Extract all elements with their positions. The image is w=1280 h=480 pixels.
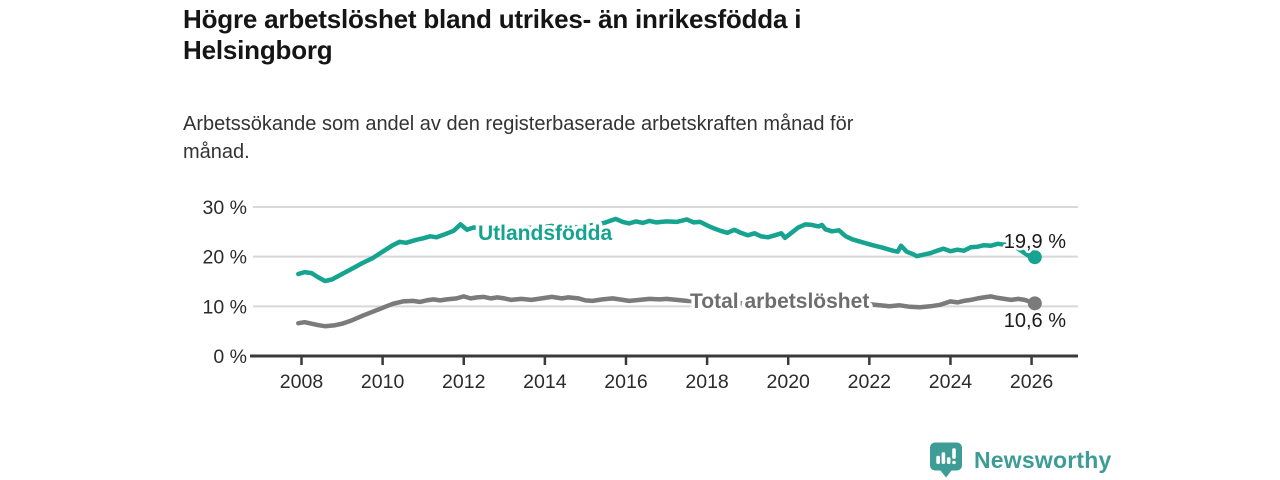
x-axis-label-2024: 2024	[929, 371, 973, 393]
series-end-value-total: 10,6 %	[1004, 310, 1066, 332]
x-axis-label-2018: 2018	[685, 371, 728, 393]
y-axis-label-10: 10 %	[203, 296, 247, 318]
x-axis-label-2014: 2014	[523, 371, 567, 393]
newsworthy-logo: Newsworthy	[929, 442, 1111, 478]
series-label-total: Total arbetslöshet	[690, 290, 869, 313]
newsworthy-logo-icon	[930, 442, 962, 478]
chart-subtitle: Arbetssökande som andel av den registerb…	[183, 113, 854, 163]
x-axis-label-2016: 2016	[604, 371, 647, 393]
y-axis-label-0: 0 %	[213, 346, 247, 368]
newsworthy-logo-text: Newsworthy	[974, 446, 1112, 473]
x-axis-label-2010: 2010	[361, 371, 405, 393]
x-axis-label-2022: 2022	[848, 371, 891, 393]
y-axis-label-30: 30 %	[203, 197, 247, 219]
series-line-total	[296, 294, 1038, 329]
y-axis-label-20: 20 %	[203, 247, 247, 269]
x-axis-label-2020: 2020	[767, 371, 811, 393]
x-axis-label-2026: 2026	[1010, 371, 1053, 393]
series-end-dot-utlandsfodda	[1027, 250, 1042, 265]
series-line-utlandsfodda	[296, 216, 1038, 284]
x-axis-label-2012: 2012	[442, 371, 485, 393]
series-end-dot-total	[1027, 296, 1042, 311]
series-end-value-utlandsfodda: 19,9 %	[1004, 231, 1066, 253]
series-label-utlandsfodda: Utlandsfödda	[478, 222, 612, 245]
x-axis-label-2008: 2008	[280, 371, 323, 393]
page-title: Högre arbetslöshet bland utrikes- än inr…	[183, 4, 802, 65]
